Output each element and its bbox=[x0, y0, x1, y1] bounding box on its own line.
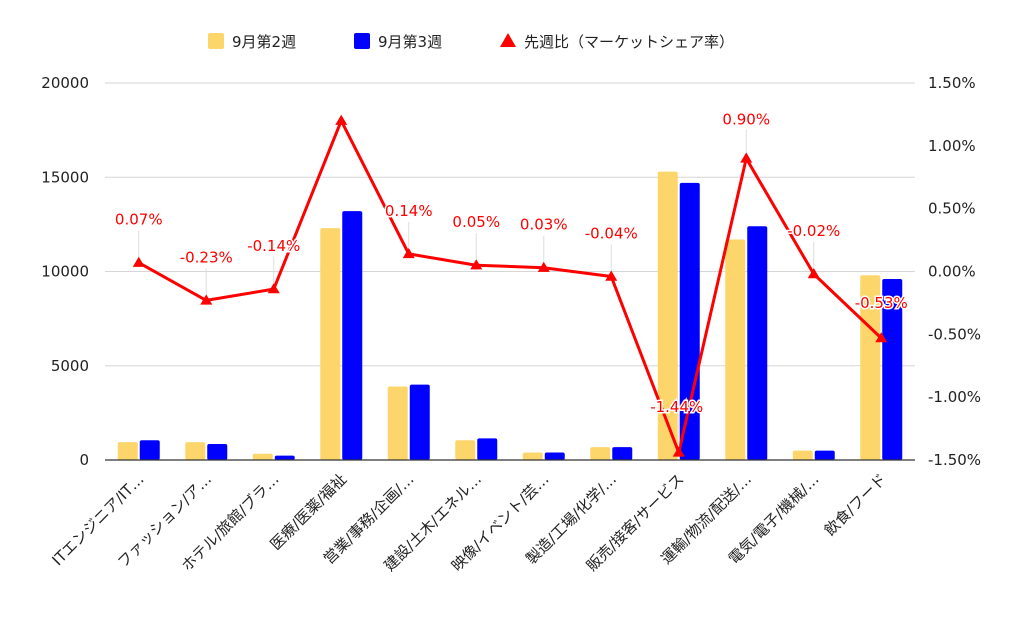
category-labels: ITエンジニア/IT…ファッション/ア…ホテル/旅館/ブラ…医療/医薬/福祉営業… bbox=[48, 470, 890, 575]
left-tick-label: 0 bbox=[79, 451, 89, 469]
right-tick-label: -1.00% bbox=[928, 388, 981, 406]
line-data-label: 0.05% bbox=[452, 213, 500, 231]
triangle-marker bbox=[537, 261, 550, 272]
triangle-marker bbox=[335, 114, 348, 125]
legend-label: 9月第3週 bbox=[378, 33, 442, 51]
left-tick-label: 15000 bbox=[41, 168, 89, 186]
triangle-marker bbox=[470, 259, 483, 270]
left-tick-label: 20000 bbox=[41, 74, 89, 92]
bar bbox=[409, 384, 430, 460]
triangle-marker bbox=[267, 283, 280, 294]
legend: 9月第2週 9月第3週 先週比（マーケットシェア率） bbox=[208, 33, 734, 51]
legend-label: 9月第2週 bbox=[232, 33, 296, 51]
category-label: 飲食/フード bbox=[821, 470, 890, 539]
line-data-label: -0.53% bbox=[855, 294, 908, 312]
legend-swatch bbox=[354, 33, 370, 49]
line-data-label: -0.23% bbox=[180, 248, 233, 266]
bar bbox=[185, 442, 206, 460]
bar bbox=[455, 440, 476, 460]
line-data-label: 0.90% bbox=[722, 110, 770, 128]
bar bbox=[117, 442, 138, 460]
triangle-marker bbox=[740, 152, 753, 163]
triangle-marker bbox=[200, 294, 213, 305]
gridlines bbox=[105, 82, 915, 367]
line-data-label: 0.07% bbox=[115, 211, 163, 229]
triangle-marker bbox=[672, 446, 685, 457]
right-tick-label: 0.50% bbox=[928, 200, 976, 218]
bar bbox=[387, 386, 408, 460]
legend-swatch bbox=[208, 33, 224, 49]
bar bbox=[522, 452, 543, 460]
left-y-axis: 0 5000 10000 15000 20000 bbox=[41, 74, 89, 469]
triangle-marker bbox=[402, 247, 415, 259]
bar bbox=[792, 450, 813, 460]
line-data-label: -0.02% bbox=[787, 222, 840, 240]
bar bbox=[679, 182, 700, 460]
right-tick-label: 1.50% bbox=[928, 74, 976, 92]
legend-label: 先週比（マーケットシェア率） bbox=[524, 33, 734, 51]
ratio-line-path bbox=[138, 119, 883, 454]
right-tick-label: 0.00% bbox=[928, 263, 976, 281]
line-data-label: 0.14% bbox=[385, 202, 433, 220]
ratio-line: 0.07% -0.23% -0.14% 0.14% 0.05% 0.03% -0.04% -1… bbox=[113, 109, 909, 457]
bar bbox=[342, 211, 363, 460]
triangle-marker bbox=[605, 270, 618, 281]
bar bbox=[725, 239, 746, 460]
triangle-marker bbox=[132, 256, 145, 267]
right-tick-label: -0.50% bbox=[928, 325, 981, 343]
bar bbox=[882, 279, 903, 460]
bar bbox=[590, 447, 611, 460]
bar bbox=[814, 450, 835, 460]
legend-triangle-icon bbox=[500, 33, 516, 47]
bar bbox=[747, 226, 768, 460]
line-data-label: 0.03% bbox=[520, 216, 568, 234]
bar bbox=[274, 455, 295, 460]
line-data-label: -1.44% bbox=[650, 398, 703, 416]
bars bbox=[117, 171, 903, 460]
left-tick-label: 5000 bbox=[51, 357, 89, 375]
bar bbox=[139, 440, 160, 460]
right-y-axis: -1.50% -1.00% -0.50% 0.00% 0.50% 1.00% 1.50% bbox=[928, 74, 981, 469]
bar bbox=[612, 447, 633, 460]
bar bbox=[207, 443, 228, 460]
right-tick-label: 1.00% bbox=[928, 137, 976, 155]
bar bbox=[252, 453, 273, 460]
bar bbox=[544, 452, 565, 460]
bar bbox=[477, 438, 498, 460]
right-tick-label: -1.50% bbox=[928, 451, 981, 469]
bar bbox=[657, 171, 678, 460]
line-data-label: -0.14% bbox=[247, 237, 300, 255]
triangle-marker bbox=[807, 268, 820, 279]
bar bbox=[320, 228, 341, 460]
line-data-label: -0.04% bbox=[585, 225, 638, 243]
left-tick-label: 10000 bbox=[41, 263, 89, 281]
triangle-marker bbox=[875, 332, 888, 343]
